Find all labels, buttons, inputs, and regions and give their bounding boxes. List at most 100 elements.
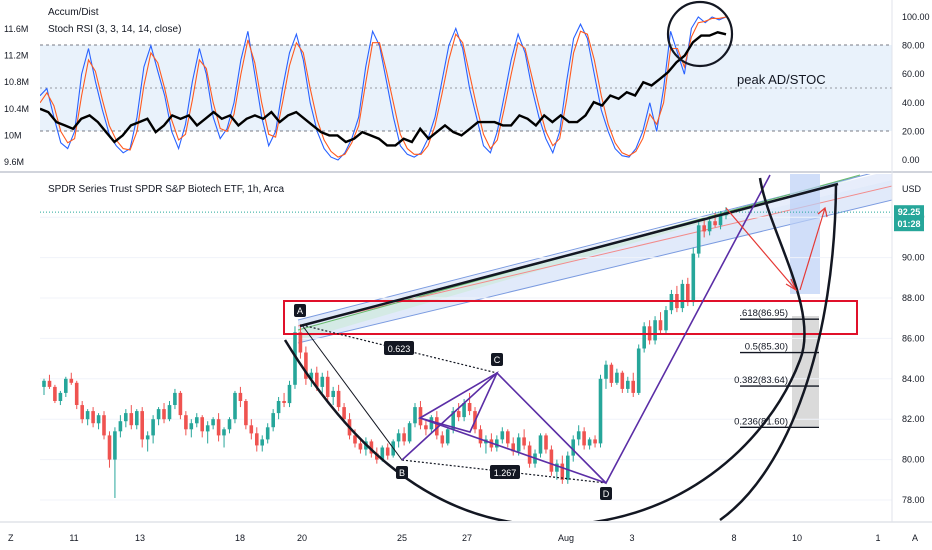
price-tick-label: 80.00 — [902, 455, 925, 465]
point-d: D — [600, 487, 612, 500]
candle — [96, 413, 101, 430]
candle — [129, 405, 134, 430]
candle — [495, 435, 499, 452]
candle — [205, 421, 210, 444]
svg-text:C: C — [494, 355, 501, 365]
candles — [42, 207, 728, 498]
svg-text:B: B — [399, 468, 405, 478]
fib-level-label: .618(86.95) — [739, 308, 788, 319]
candle — [680, 279, 685, 313]
candle — [555, 459, 559, 480]
candle — [456, 403, 461, 422]
purple-legs — [401, 174, 771, 485]
candle — [658, 312, 663, 335]
candle — [598, 374, 603, 448]
candle — [511, 437, 515, 456]
candle — [249, 419, 254, 440]
candle — [69, 372, 74, 385]
candle — [647, 320, 652, 345]
time-tick-label: 27 — [462, 533, 472, 543]
candle — [566, 451, 570, 484]
candle — [358, 439, 363, 454]
time-axis-bg — [0, 522, 932, 550]
candle — [309, 368, 314, 387]
candle — [527, 441, 532, 468]
candle — [58, 390, 63, 406]
candle — [642, 322, 646, 353]
candle — [135, 409, 139, 430]
candle — [216, 413, 221, 442]
candle — [167, 401, 172, 422]
candle — [636, 344, 641, 395]
candle — [287, 380, 292, 408]
svg-text:A: A — [297, 306, 303, 316]
candle — [615, 368, 619, 385]
stoch-tick-label: 40.00 — [902, 98, 925, 108]
ratio-label-bd: 1.267 — [490, 465, 520, 479]
trend-line — [299, 182, 839, 328]
last-price-badge[interactable]: 92.25 01:28 — [894, 205, 924, 232]
candle — [53, 384, 57, 404]
candle — [402, 427, 406, 446]
candle — [222, 427, 226, 448]
ad-tick-label: 9.6M — [4, 157, 24, 167]
candle — [325, 370, 330, 402]
candle — [440, 431, 445, 448]
stoch-tick-label: 0.00 — [902, 155, 920, 165]
cup-curve-right — [719, 183, 838, 521]
candle — [118, 415, 123, 438]
candle — [255, 427, 259, 452]
ratio-label-ab: 0.623 — [384, 341, 414, 355]
time-tick-label: 3 — [629, 533, 634, 543]
zoom-icon[interactable]: Z — [8, 533, 14, 543]
indicator-title-stoch: Stoch RSI (3, 3, 14, 14, close) — [48, 24, 181, 35]
candle — [506, 429, 510, 448]
indicator-panel: Accum/Dist Stoch RSI (3, 3, 14, 14, clos… — [4, 0, 930, 170]
candle — [424, 419, 428, 436]
candle — [233, 390, 237, 424]
candle — [429, 415, 434, 434]
candle — [113, 427, 117, 498]
candle — [85, 409, 90, 426]
candle — [691, 247, 696, 307]
fib-lines — [740, 318, 819, 428]
candle — [435, 411, 439, 440]
candle — [80, 401, 84, 424]
candle — [320, 372, 325, 393]
purple-down-leg — [419, 417, 607, 484]
projection-arrowhead-up — [817, 206, 828, 218]
price-panel: A B C D 0.623 1.267 SPDR Series Trust SP… — [40, 174, 925, 521]
candle — [544, 433, 548, 454]
stoch-tick-label: 80.00 — [902, 41, 925, 51]
candle — [238, 386, 243, 408]
price-tick-label: 82.00 — [902, 414, 925, 424]
candle — [156, 407, 161, 426]
candle — [74, 380, 79, 410]
series-ad-line — [40, 31, 727, 147]
fib-level-label: 0.382(83.64) — [734, 375, 788, 386]
candle — [593, 435, 597, 448]
fib-level-label: 0.236(81.60) — [734, 416, 788, 427]
candle — [484, 435, 488, 454]
last-price-countdown: 01:28 — [897, 219, 920, 229]
candle — [396, 429, 401, 448]
auto-scale-icon[interactable]: A — [912, 533, 918, 543]
candle — [189, 419, 194, 438]
candle — [102, 411, 106, 440]
candle — [407, 421, 412, 444]
point-c: C — [491, 353, 503, 366]
svg-text:D: D — [603, 489, 610, 499]
stoch-tick-label: 20.00 — [902, 126, 925, 136]
currency-label: USD — [902, 184, 922, 194]
candle — [609, 362, 614, 387]
candle — [702, 219, 706, 238]
ad-tick-label: 10M — [4, 130, 22, 140]
candle — [522, 429, 526, 450]
candle — [91, 407, 95, 428]
purple-triangle-left — [417, 371, 499, 433]
candle — [211, 417, 215, 430]
time-tick-label: 8 — [731, 533, 736, 543]
indicator-right-axis: 100.00 80.00 60.00 40.00 20.00 0.00 — [902, 12, 930, 165]
